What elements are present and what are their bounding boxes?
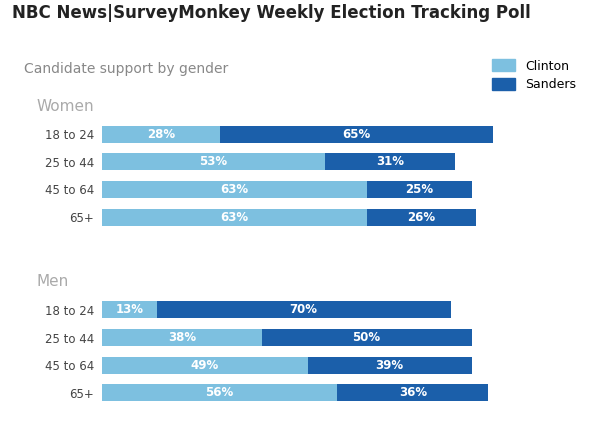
Text: NBC News|SurveyMonkey Weekly Election Tracking Poll: NBC News|SurveyMonkey Weekly Election Tr… [12,4,531,22]
Text: 53%: 53% [199,156,227,168]
Bar [102,209,367,226]
Bar [367,209,476,226]
Legend: Clinton, Sanders: Clinton, Sanders [492,60,576,91]
Text: 13%: 13% [115,303,143,316]
Text: 56%: 56% [205,386,234,399]
Text: 50%: 50% [353,331,380,344]
Bar [102,357,308,374]
Text: 49%: 49% [191,359,219,371]
Text: 26%: 26% [407,211,435,224]
Bar [157,301,451,318]
Text: 65%: 65% [342,128,370,141]
Text: 31%: 31% [376,156,404,168]
Bar [102,153,325,170]
Bar [308,357,472,374]
Text: 25%: 25% [405,183,433,196]
Text: 70%: 70% [290,303,317,316]
Bar [102,126,220,143]
Bar [337,384,488,401]
Bar [325,153,455,170]
Text: Men: Men [37,274,69,289]
Text: Women: Women [37,99,95,113]
Bar [102,181,367,198]
Text: 63%: 63% [220,183,248,196]
Text: Candidate support by gender: Candidate support by gender [24,62,228,76]
Text: 28%: 28% [147,128,175,141]
Bar [262,329,472,346]
Text: 39%: 39% [376,359,404,371]
Bar [102,329,262,346]
Text: 38%: 38% [168,331,196,344]
Bar [220,126,493,143]
Text: 36%: 36% [399,386,427,399]
Bar [367,181,472,198]
Text: 63%: 63% [220,211,248,224]
Bar [102,301,157,318]
Bar [102,384,337,401]
